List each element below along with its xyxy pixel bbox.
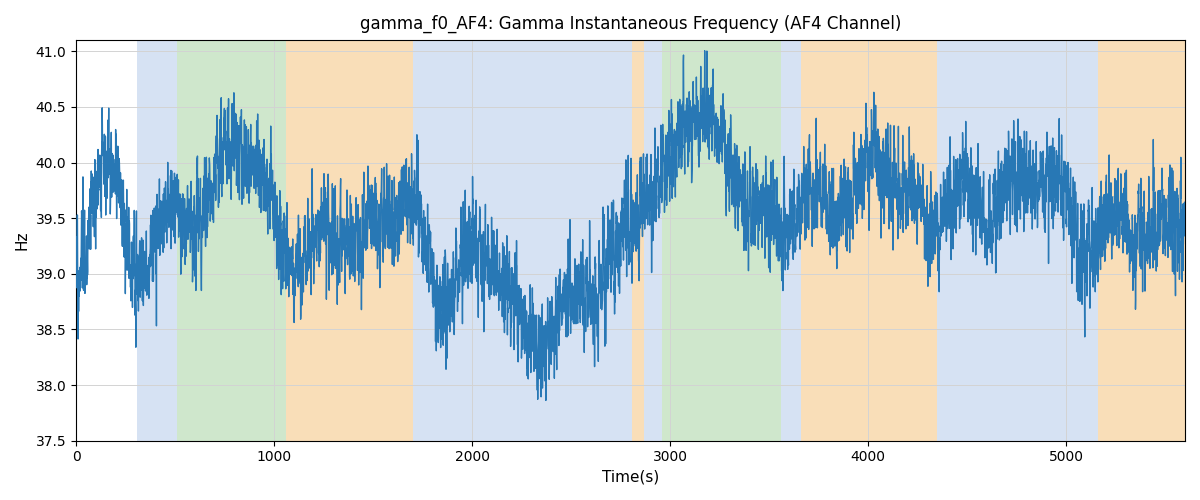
Bar: [632, 40, 644, 440]
Bar: [1098, 40, 1186, 440]
Bar: [937, 40, 1084, 440]
Bar: [286, 40, 413, 440]
Title: gamma_f0_AF4: Gamma Instantaneous Frequency (AF4 Channel): gamma_f0_AF4: Gamma Instantaneous Freque…: [360, 15, 901, 34]
Bar: [138, 40, 178, 440]
Bar: [800, 40, 937, 440]
Bar: [178, 40, 286, 440]
Bar: [662, 40, 781, 440]
Y-axis label: Hz: Hz: [14, 230, 30, 250]
Bar: [413, 40, 434, 440]
Bar: [781, 40, 800, 440]
Bar: [1084, 40, 1098, 440]
Bar: [644, 40, 662, 440]
X-axis label: Time(s): Time(s): [602, 470, 659, 485]
Bar: [434, 40, 632, 440]
